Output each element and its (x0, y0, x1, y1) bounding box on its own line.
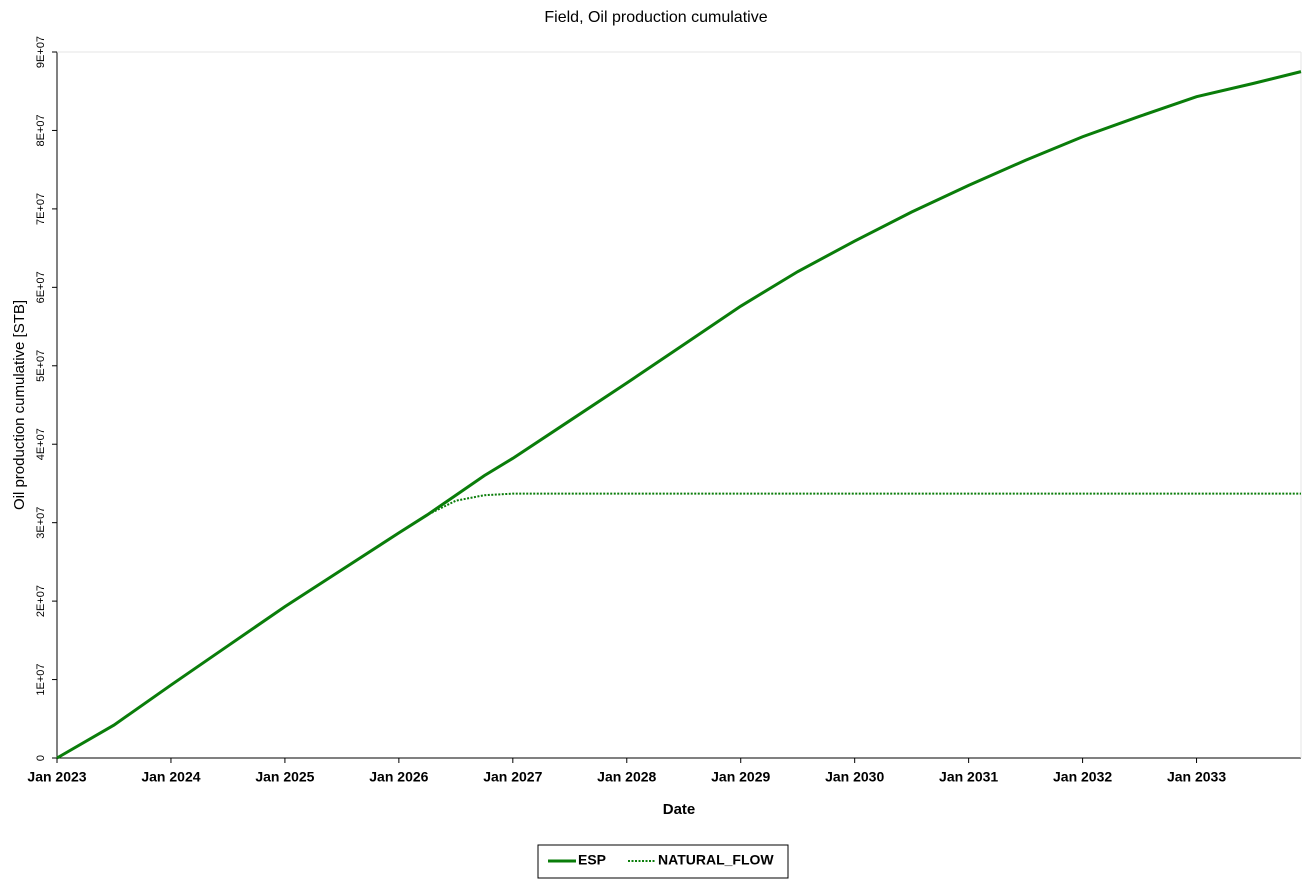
y-tick-label: 8E+07 (35, 114, 47, 146)
chart-title: Field, Oil production cumulative (544, 9, 767, 26)
x-axis-label: Date (663, 801, 696, 818)
legend-box (537, 844, 789, 879)
x-tick-label: Jan 2028 (597, 769, 656, 785)
y-tick-label: 5E+07 (35, 350, 47, 382)
legend-label: NATURAL_FLOW (658, 852, 774, 868)
x-tick-label: Jan 2032 (1053, 769, 1112, 785)
y-tick-label: 4E+07 (35, 428, 47, 460)
y-tick-label: 3E+07 (35, 507, 47, 539)
y-tick-label: 9E+07 (35, 36, 47, 68)
x-tick-label: Jan 2026 (369, 769, 428, 785)
y-tick-label: 1E+07 (35, 663, 47, 695)
y-tick-label: 6E+07 (35, 271, 47, 303)
x-tick-label: Jan 2024 (141, 769, 200, 785)
x-tick-label: Jan 2033 (1167, 769, 1226, 785)
x-tick-label: Jan 2030 (825, 769, 884, 785)
series-line (56, 70, 1302, 760)
y-tick-label: 7E+07 (35, 193, 47, 225)
x-tick-label: Jan 2025 (255, 769, 314, 785)
x-tick-label: Jan 2023 (27, 769, 86, 785)
x-tick-label: Jan 2029 (711, 769, 770, 785)
x-tick-label: Jan 2031 (939, 769, 998, 785)
y-tick-label: 0 (35, 755, 47, 761)
y-tick-label: 2E+07 (35, 585, 47, 617)
x-tick-label: Jan 2027 (483, 769, 542, 785)
series-line (56, 492, 1301, 759)
legend-label: ESP (578, 852, 606, 868)
y-axis-label: Oil production cumulative [STB] (11, 300, 28, 510)
